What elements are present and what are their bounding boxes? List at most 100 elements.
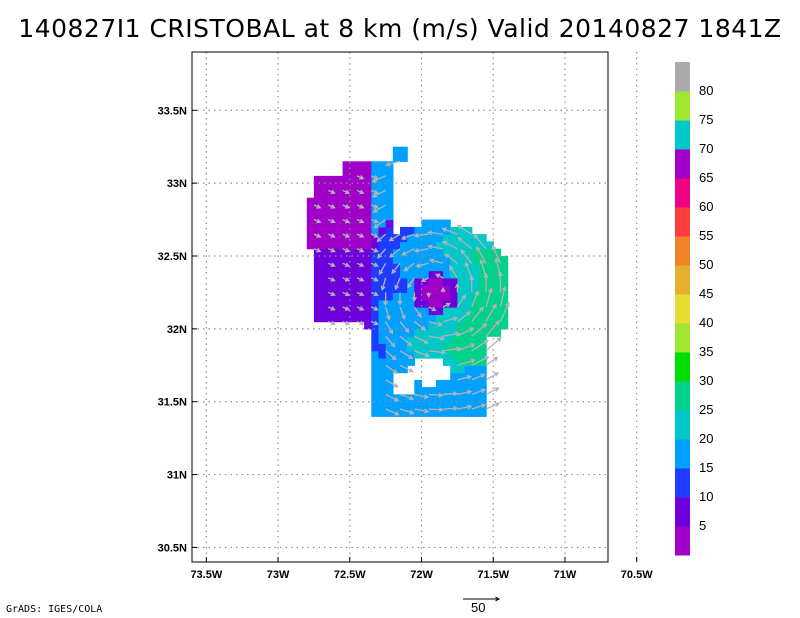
field-cell [457, 350, 466, 359]
field-cell [313, 277, 322, 286]
field-cell [349, 175, 358, 184]
wind-vector [471, 290, 480, 308]
field-cell [385, 219, 394, 228]
field-cell [321, 241, 329, 250]
field-cell [371, 328, 380, 337]
field-cell [407, 321, 415, 330]
field-cell [500, 292, 509, 301]
field-cell [414, 336, 423, 344]
field-cell [464, 277, 473, 286]
field-cell [342, 175, 351, 184]
field-cell [493, 248, 501, 257]
wind-vector [313, 218, 322, 224]
wind-vector [426, 292, 432, 298]
colorbar-label: 55 [699, 228, 713, 243]
wind-vector [313, 247, 322, 253]
field-cell [457, 285, 466, 293]
wind-vector [442, 391, 459, 397]
field-cell [471, 299, 480, 308]
field-cell [342, 234, 351, 242]
field-cell [428, 350, 437, 359]
field-cell [435, 343, 444, 352]
field-cell [342, 168, 351, 177]
field-cell [450, 343, 458, 352]
field-cell [407, 256, 415, 264]
field-cell [364, 234, 372, 242]
field-cell [443, 387, 451, 395]
wind-vector [356, 189, 365, 195]
wind-vector [383, 292, 389, 307]
field-cell [385, 248, 394, 257]
field-cell [378, 299, 387, 308]
field-cell [313, 256, 322, 264]
field-cell [321, 205, 329, 213]
field-cell [493, 263, 501, 272]
wind-vector [494, 257, 502, 278]
wind-vector [471, 306, 484, 322]
field-cell [457, 409, 466, 417]
field-cell [385, 321, 394, 330]
field-cell [443, 409, 451, 417]
field-cell [450, 365, 458, 374]
field-cell [357, 292, 365, 301]
field-cell [471, 263, 480, 272]
field-cell [457, 299, 466, 308]
field-cell [328, 241, 337, 250]
wind-vector [356, 306, 365, 311]
wind-vector [372, 204, 386, 213]
field-cell [392, 241, 401, 250]
field-cell [471, 277, 480, 286]
field-cell [313, 190, 322, 199]
field-cell [421, 248, 430, 257]
field-cell [471, 336, 480, 344]
field-cell [313, 183, 322, 191]
field-cell [385, 197, 394, 206]
wind-vector [376, 233, 387, 243]
field-cell [357, 277, 365, 286]
field-cell [328, 190, 337, 199]
field-cell [414, 350, 423, 359]
field-cell [443, 219, 451, 228]
field-cell [464, 328, 473, 337]
wind-vector [328, 233, 336, 238]
field-cell [421, 401, 430, 410]
field-cell [313, 212, 322, 221]
field-cell [464, 270, 473, 279]
field-cell [357, 168, 365, 177]
field-cell [385, 307, 394, 315]
field-cell [428, 270, 437, 279]
field-cell [392, 154, 401, 162]
field-cell [478, 394, 487, 403]
colorbar-swatch [675, 149, 690, 179]
field-cell [414, 409, 423, 417]
field-cell [400, 328, 408, 337]
field-cell [450, 277, 458, 286]
field-cell [392, 299, 401, 308]
field-cell [378, 321, 387, 330]
field-cell [414, 379, 423, 388]
field-cell [306, 241, 315, 250]
field-cell [428, 277, 437, 286]
field-cell [464, 263, 473, 272]
field-cell [313, 263, 322, 272]
field-cell [378, 270, 387, 279]
field-cell [385, 365, 394, 374]
field-cell [392, 336, 401, 344]
wind-vector [385, 364, 398, 374]
field-cell [371, 307, 380, 315]
field-cell [357, 212, 365, 221]
field-cell [385, 401, 394, 410]
wind-vector [442, 316, 459, 323]
wind-vector [441, 227, 458, 235]
field-cell [457, 336, 466, 344]
field-cell [443, 321, 451, 330]
field-cell [464, 248, 473, 257]
field-cell [378, 394, 387, 403]
field-cell [435, 285, 444, 293]
field-cell [414, 314, 423, 323]
colorbar-label: 5 [699, 518, 706, 533]
field-cell [342, 190, 351, 199]
field-cell [349, 248, 358, 257]
wind-vector [385, 379, 399, 388]
